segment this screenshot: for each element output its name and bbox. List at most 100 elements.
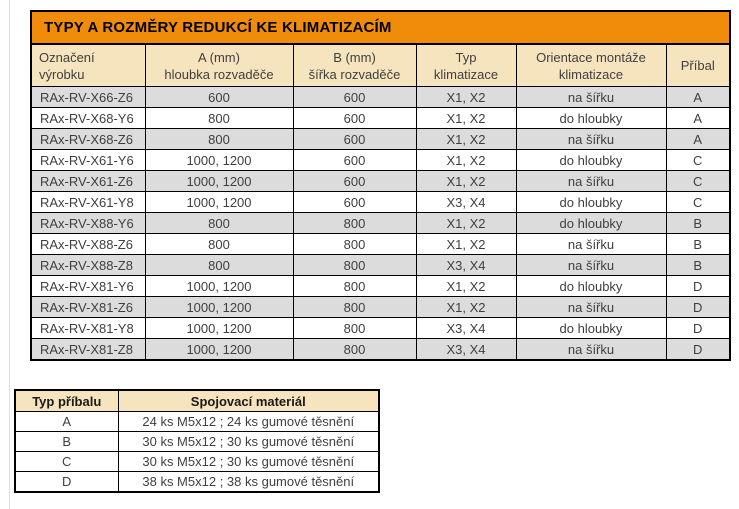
- cell-fastening-material: 24 ks M5x12 ; 24 ks gumové těsnění: [117, 411, 380, 432]
- cell-ac-type: X1, X2: [415, 128, 517, 150]
- cell-width-b: 800: [292, 317, 417, 339]
- cell-fastening-material: 30 ks M5x12 ; 30 ks gumové těsnění: [117, 451, 380, 472]
- cell-depth-a: 800: [144, 107, 294, 129]
- accessory-header-row: Typ příbalu Spojovací materiál: [14, 389, 380, 412]
- cell-ac-type: X3, X4: [415, 191, 517, 213]
- cell-pack-type: D: [14, 471, 119, 493]
- table-row: RAx-RV-X68-Y6 800 600 X1, X2 do hloubky A: [30, 107, 731, 129]
- table-row: RAx-RV-X61-Y8 1000, 1200 600 X3, X4 do hloub…: [30, 191, 731, 213]
- cell-depth-a: 1000, 1200: [144, 191, 294, 213]
- cell-ac-type: X1, X2: [415, 149, 517, 171]
- cell-pribal: A: [665, 107, 731, 129]
- cell-pribal: B: [665, 212, 731, 234]
- cell-pack-type: C: [14, 451, 119, 472]
- cell-depth-a: 800: [144, 233, 294, 255]
- cell-depth-a: 1000, 1200: [144, 317, 294, 339]
- cell-product: RAx-RV-X61-Y6: [30, 149, 146, 171]
- cell-pribal: C: [665, 191, 731, 213]
- cell-ac-type: X1, X2: [415, 107, 517, 129]
- cell-orientation: na šířku: [515, 296, 667, 318]
- col-header-width-b: B (mm) šířka rozvaděče: [292, 43, 417, 87]
- cell-ac-type: X3, X4: [415, 317, 517, 339]
- cell-product: RAx-RV-X66-Z6: [30, 86, 146, 108]
- cell-depth-a: 1000, 1200: [144, 170, 294, 192]
- cell-product: RAx-RV-X88-Z8: [30, 254, 146, 276]
- table-row: C 30 ks M5x12 ; 30 ks gumové těsnění: [14, 451, 380, 472]
- table-row: RAx-RV-X88-Z6 800 800 X1, X2 na šířku B: [30, 233, 731, 255]
- cell-ac-type: X1, X2: [415, 296, 517, 318]
- cell-width-b: 800: [292, 338, 417, 361]
- cell-width-b: 800: [292, 296, 417, 318]
- col-header-mount-orientation: Orientace montáže klimatizace: [515, 43, 667, 87]
- cell-ac-type: X1, X2: [415, 86, 517, 108]
- cell-pribal: D: [665, 275, 731, 297]
- cell-pribal: B: [665, 233, 731, 255]
- cell-product: RAx-RV-X68-Y6: [30, 107, 146, 129]
- cell-pribal: D: [665, 317, 731, 339]
- cell-orientation: na šířku: [515, 170, 667, 192]
- cell-depth-a: 1000, 1200: [144, 296, 294, 318]
- cell-width-b: 600: [292, 191, 417, 213]
- cell-pack-type: A: [14, 411, 119, 432]
- cell-pribal: C: [665, 149, 731, 171]
- table-row: RAx-RV-X61-Y6 1000, 1200 600 X1, X2 do hloub…: [30, 149, 731, 171]
- table-header-row: Označení výrobku A (mm) hloubka rozvaděč…: [30, 43, 731, 87]
- cell-orientation: do hloubky: [515, 191, 667, 213]
- table-title: TYPY A ROZMĚRY REDUKCÍ KE KLIMATIZACÍM: [30, 10, 731, 45]
- cell-pribal: D: [665, 338, 731, 361]
- cell-depth-a: 800: [144, 128, 294, 150]
- cell-width-b: 600: [292, 86, 417, 108]
- cell-product: RAx-RV-X61-Z6: [30, 170, 146, 192]
- cell-pack-type: B: [14, 431, 119, 452]
- table-row: D 38 ks M5x12 ; 38 ks gumové těsnění: [14, 471, 380, 493]
- cell-ac-type: X3, X4: [415, 338, 517, 361]
- accessory-pack-body: A 24 ks M5x12 ; 24 ks gumové těsnění B 30 k…: [14, 411, 380, 493]
- scan-artifact-line: [9, 0, 10, 509]
- cell-product: RAx-RV-X68-Z6: [30, 128, 146, 150]
- cell-product: RAx-RV-X81-Z6: [30, 296, 146, 318]
- table-row: RAx-RV-X68-Z6 800 600 X1, X2 na šířku A: [30, 128, 731, 150]
- cell-width-b: 600: [292, 128, 417, 150]
- cell-pribal: B: [665, 254, 731, 276]
- col-header-pribal: Příbal: [665, 43, 731, 87]
- cell-orientation: do hloubky: [515, 275, 667, 297]
- cell-depth-a: 1000, 1200: [144, 275, 294, 297]
- cell-depth-a: 1000, 1200: [144, 149, 294, 171]
- table-row: A 24 ks M5x12 ; 24 ks gumové těsnění: [14, 411, 380, 432]
- cell-orientation: na šířku: [515, 254, 667, 276]
- cell-pribal: C: [665, 170, 731, 192]
- cell-fastening-material: 30 ks M5x12 ; 30 ks gumové těsnění: [117, 431, 380, 452]
- col-header-pack-type: Typ příbalu: [14, 389, 119, 412]
- cell-fastening-material: 38 ks M5x12 ; 38 ks gumové těsnění: [117, 471, 380, 493]
- table-row: RAx-RV-X66-Z6 600 600 X1, X2 na šířku A: [30, 86, 731, 108]
- cell-width-b: 800: [292, 212, 417, 234]
- cell-orientation: na šířku: [515, 86, 667, 108]
- reduction-types-section: TYPY A ROZMĚRY REDUKCÍ KE KLIMATIZACÍM O…: [30, 10, 731, 361]
- cell-width-b: 800: [292, 275, 417, 297]
- cell-orientation: na šířku: [515, 338, 667, 361]
- table-row: RAx-RV-X88-Y6 800 800 X1, X2 do hloubky B: [30, 212, 731, 234]
- cell-width-b: 600: [292, 170, 417, 192]
- cell-pribal: A: [665, 86, 731, 108]
- cell-product: RAx-RV-X81-Z8: [30, 338, 146, 361]
- cell-orientation: do hloubky: [515, 212, 667, 234]
- cell-ac-type: X1, X2: [415, 212, 517, 234]
- cell-width-b: 800: [292, 233, 417, 255]
- cell-product: RAx-RV-X81-Y6: [30, 275, 146, 297]
- cell-orientation: do hloubky: [515, 107, 667, 129]
- cell-orientation: do hloubky: [515, 149, 667, 171]
- table-row: RAx-RV-X61-Z6 1000, 1200 600 X1, X2 na šířku…: [30, 170, 731, 192]
- accessory-pack-table: Typ příbalu Spojovací materiál A 24 ks M5…: [14, 389, 380, 493]
- col-header-ac-type: Typ klimatizace: [415, 43, 517, 87]
- cell-depth-a: 1000, 1200: [144, 338, 294, 361]
- cell-product: RAx-RV-X88-Z6: [30, 233, 146, 255]
- col-header-product: Označení výrobku: [30, 43, 146, 87]
- table-row: RAx-RV-X81-Y8 1000, 1200 800 X3, X4 do hloub…: [30, 317, 731, 339]
- cell-product: RAx-RV-X61-Y8: [30, 191, 146, 213]
- cell-orientation: do hloubky: [515, 317, 667, 339]
- cell-width-b: 600: [292, 107, 417, 129]
- cell-width-b: 600: [292, 149, 417, 171]
- reduction-types-table: TYPY A ROZMĚRY REDUKCÍ KE KLIMATIZACÍM O…: [30, 10, 731, 361]
- cell-pribal: A: [665, 128, 731, 150]
